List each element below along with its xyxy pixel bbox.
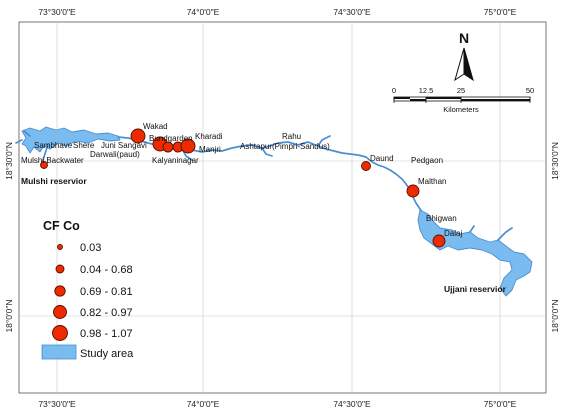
site-label-kharadi: Kharadi [195,132,223,141]
coord-bottom-1: 73°30'0"E [38,399,76,409]
site-label-ashtapur: Ashtapur(Pimpri-Sandus) [240,142,330,151]
coord-right-1: 18°30'0"N [550,142,560,180]
site-label-pedgaon: Pedgaon [411,156,443,165]
scale-bar: 0 12.5 25 50 Kilometers [392,86,534,114]
legend-label-1: 0.03 [80,242,101,254]
site-label-darwali: Darwali(paud) [90,150,140,159]
coord-left-1: 18°30'0"N [4,142,14,180]
legend-label-4: 0.82 - 0.97 [80,307,133,319]
site-label-kalyaninagar: Kalyaninagar [152,156,199,165]
legend-study-area-swatch [41,344,77,360]
site-label-malthan: Malthan [418,177,446,186]
ujjani-reservoir [417,209,533,297]
scale-tick-3: 50 [526,86,534,95]
site-label-daund: Daund [370,154,394,163]
legend-dot-5 [52,325,68,341]
site-label-juni-sangavi: Juni Sangavi [101,141,147,150]
mulshi-reservoir-label: Mulshi reservior [21,176,87,186]
coord-right-2: 18°0'0"N [550,299,560,332]
legend-dot-3 [54,285,66,297]
ujjani-reservoir-label: Ujjani reservior [444,284,507,294]
mulshi-arm [15,130,49,164]
scale-tick-1: 12.5 [419,86,434,95]
scale-unit: Kilometers [443,105,479,114]
site-dot-dalaj [432,234,446,248]
site-label-rahu: Rahu [282,132,301,141]
legend-label-5: 0.98 - 1.07 [80,328,133,340]
coord-bottom-3: 74°30'0"E [333,399,371,409]
coord-bottom-2: 74°0'0"E [187,399,220,409]
site-label-manjri: Manjri [199,145,221,154]
site-label-shere: Shere [73,141,95,150]
coord-top-4: 75°0'0"E [484,7,517,17]
coord-labels-left: 18°30'0"N 18°0'0"N [4,142,14,332]
legend: CF Co 0.03 0.04 - 0.68 0.69 - 0.81 0.82 … [41,219,134,360]
site-label-bundgarden: Bundgarden [149,134,193,143]
coord-left-2: 18°0'0"N [4,299,14,332]
legend-dot-4 [53,305,67,319]
legend-study-area-label: Study area [80,348,134,360]
ujjani-arm [469,225,513,241]
site-label-mulshi-backwater: Mulshi Backwater [21,156,84,165]
coord-bottom-4: 75°0'0"E [484,399,517,409]
coord-top-3: 74°30'0"E [333,7,371,17]
legend-label-3: 0.69 - 0.81 [80,286,133,298]
site-dot-kalyaninagar-1 [162,141,174,153]
site-label-dalaj: Dalaj [444,229,462,238]
north-arrow-icon: N [454,30,474,82]
site-dot-daund [361,161,371,171]
coord-top-1: 73°30'0"E [38,7,76,17]
scale-tick-2: 25 [457,86,465,95]
site-label-bhigwan: Bhigwan [426,214,457,223]
scale-tick-0: 0 [392,86,396,95]
site-label-wakad: Wakad [143,122,168,131]
site-label-sambhave: Sambhave [34,141,73,150]
site-labels: Sambhave Shere Mulshi Backwater Darwali(… [21,122,462,238]
site-dot-kharadi [180,138,196,154]
north-label: N [459,30,469,46]
legend-dot-1 [57,244,63,250]
site-markers [40,128,446,248]
site-dot-wakad [130,128,146,144]
map-frame [18,21,547,394]
site-dot-malthan [406,184,420,198]
legend-label-2: 0.04 - 0.68 [80,264,133,276]
coord-labels-top: 73°30'0"E 74°0'0"E 74°30'0"E 75°0'0"E [38,7,516,17]
legend-title: CF Co [43,219,80,233]
legend-dot-2 [55,264,65,274]
coord-labels-right: 18°30'0"N 18°0'0"N [550,142,560,332]
site-dot-mulshi-backwater [40,161,48,169]
coord-labels-bottom: 73°30'0"E 74°0'0"E 74°30'0"E 75°0'0"E [38,399,516,409]
coord-top-2: 74°0'0"E [187,7,220,17]
